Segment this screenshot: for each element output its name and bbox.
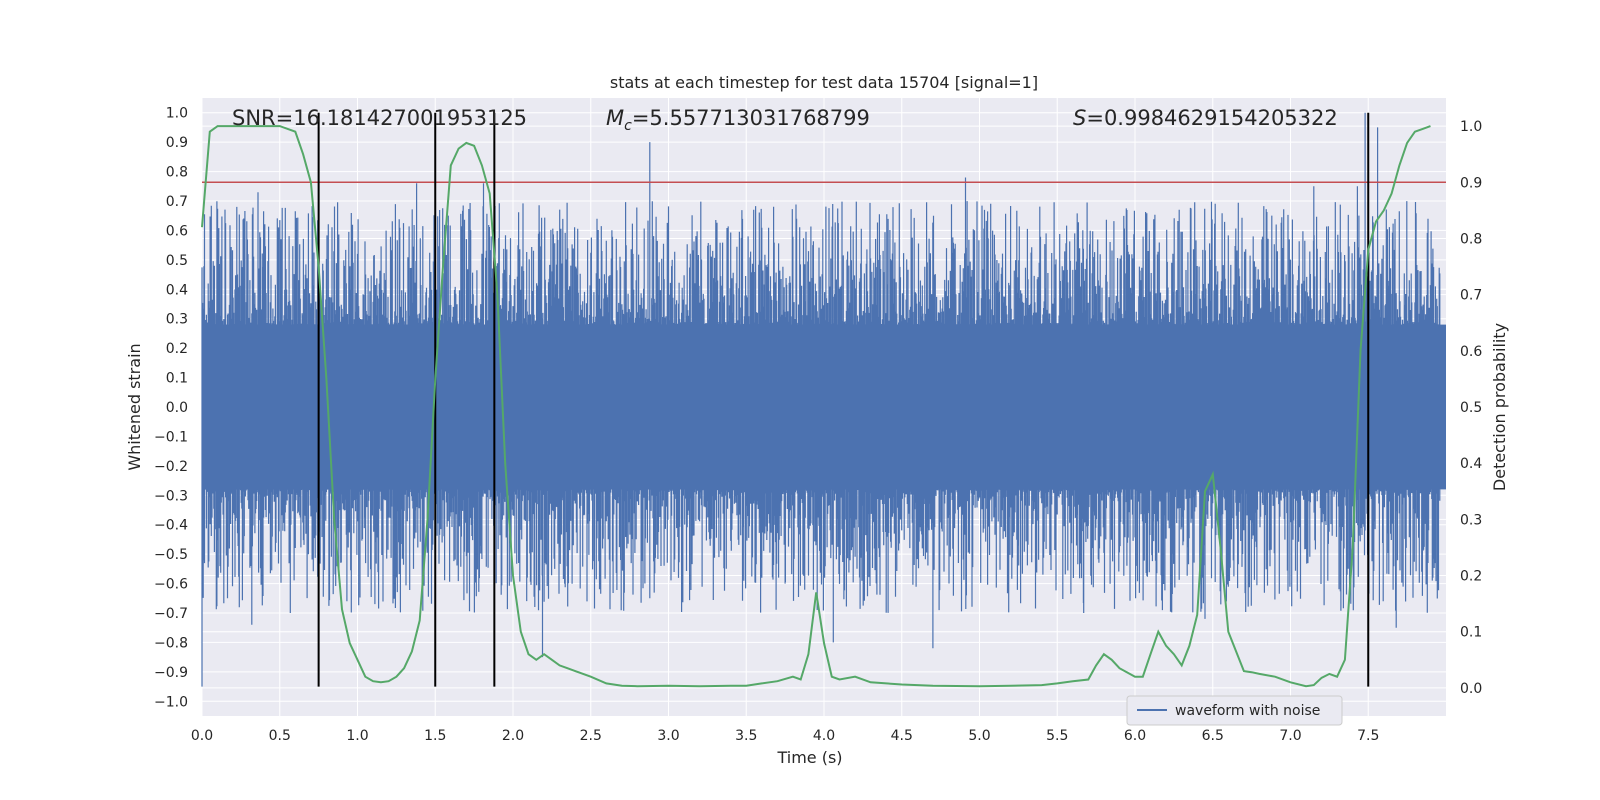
- y-left-tick-label: 0.0: [166, 400, 188, 416]
- x-tick-label: 3.0: [657, 728, 679, 744]
- x-tick-label: 0.5: [269, 728, 291, 744]
- mc-subscript: c: [624, 118, 632, 134]
- y-left-tick-label: 1.0: [166, 106, 188, 122]
- x-tick-label: 1.5: [424, 728, 446, 744]
- y-right-tick-label: 0.4: [1460, 456, 1482, 472]
- y-right-tick-label: 0.2: [1460, 569, 1482, 585]
- x-tick-label: 2.5: [580, 728, 602, 744]
- x-tick-label: 1.0: [346, 728, 368, 744]
- y-left-tick-label: 0.5: [166, 253, 188, 269]
- x-tick-label: 5.0: [968, 728, 990, 744]
- y-axis-label-right: Detection probability: [1490, 323, 1509, 491]
- y-left-tick-label: −0.1: [154, 429, 188, 445]
- waveform-spikes: [201, 112, 1441, 687]
- y-right-tick-label: 0.0: [1460, 681, 1482, 697]
- x-tick-label: 4.5: [891, 728, 913, 744]
- x-axis-label: Time (s): [776, 748, 842, 767]
- y-left-tick-label: 0.3: [166, 312, 188, 328]
- s-symbol: S: [1073, 106, 1086, 130]
- y-right-tick-label: 0.3: [1460, 512, 1482, 528]
- y-left-tick-label: −0.2: [154, 459, 188, 475]
- y-left-tick-label: 0.1: [166, 371, 188, 387]
- y-left-tick-label: 0.7: [166, 194, 188, 210]
- y-axis-label-left: Whitened strain: [125, 343, 144, 470]
- y-left-tick-label: 0.9: [166, 135, 188, 151]
- snr-annotation: SNR=16.181427001953125: [232, 106, 527, 130]
- x-tick-label: 2.0: [502, 728, 524, 744]
- y-right-tick-label: 0.5: [1460, 400, 1482, 416]
- x-tick-label: 7.0: [1279, 728, 1301, 744]
- x-tick-label: 5.5: [1046, 728, 1068, 744]
- y-left-tick-label: −0.4: [154, 518, 188, 534]
- s-value: =0.9984629154205322: [1086, 106, 1337, 130]
- y-right-tick-label: 0.6: [1460, 344, 1482, 360]
- legend-box: [1126, 695, 1343, 726]
- y-left-tick-label: −1.0: [154, 694, 188, 710]
- x-tick-label: 7.5: [1357, 728, 1379, 744]
- mc-value: =5.557713031768799: [632, 106, 870, 130]
- mc-annotation: Mc=5.557713031768799: [606, 106, 870, 134]
- x-tick-labels: 0.0 0.5 1.0 1.5 2.0 2.5 3.0 3.5 4.0 4.5 5.0 5.5 6.0 6…: [191, 728, 1380, 744]
- y-left-tick-label: −0.6: [154, 577, 188, 593]
- mc-symbol: M: [606, 106, 624, 130]
- x-tick-label: 4.0: [813, 728, 835, 744]
- y-left-tick-label: 0.6: [166, 223, 188, 239]
- waveform-series: [201, 112, 1446, 687]
- y-left-tick-label: 0.8: [166, 165, 188, 181]
- y-right-tick-labels: 1.0 0.9 0.8 0.7 0.6 0.5 0.4 0.3 0.2 0.1 0.0: [1460, 119, 1482, 697]
- y-left-tick-label: −0.7: [154, 606, 188, 622]
- x-tick-label: 0.0: [191, 728, 213, 744]
- y-right-tick-label: 1.0: [1460, 119, 1482, 135]
- legend: waveform with noise: [1126, 695, 1343, 726]
- y-left-tick-label: 0.4: [166, 282, 188, 298]
- x-tick-label: 6.5: [1202, 728, 1224, 744]
- detection-probability-series: [201, 125, 1431, 688]
- y-left-tick-label: −0.8: [154, 635, 188, 651]
- vertical-markers: [317, 112, 1370, 687]
- y-left-tick-label: −0.3: [154, 488, 188, 504]
- legend-label: waveform with noise: [1175, 703, 1320, 719]
- y-left-tick-label: −0.5: [154, 547, 188, 563]
- y-right-tick-label: 0.9: [1460, 175, 1482, 191]
- x-tick-label: 6.0: [1124, 728, 1146, 744]
- y-left-tick-label: 0.2: [166, 341, 188, 357]
- y-left-tick-labels: 1.0 0.9 0.8 0.7 0.6 0.5 0.4 0.3 0.2 0.1 0.0 −0.1 −0.…: [154, 106, 188, 711]
- x-tick-label: 3.5: [735, 728, 757, 744]
- s-annotation: S=0.9984629154205322: [1073, 106, 1338, 130]
- y-right-tick-label: 0.1: [1460, 625, 1482, 641]
- y-left-tick-label: −0.9: [154, 665, 188, 681]
- y-right-tick-label: 0.7: [1460, 288, 1482, 304]
- chart-title: stats at each timestep for test data 157…: [610, 73, 1038, 92]
- y-right-tick-label: 0.8: [1460, 231, 1482, 247]
